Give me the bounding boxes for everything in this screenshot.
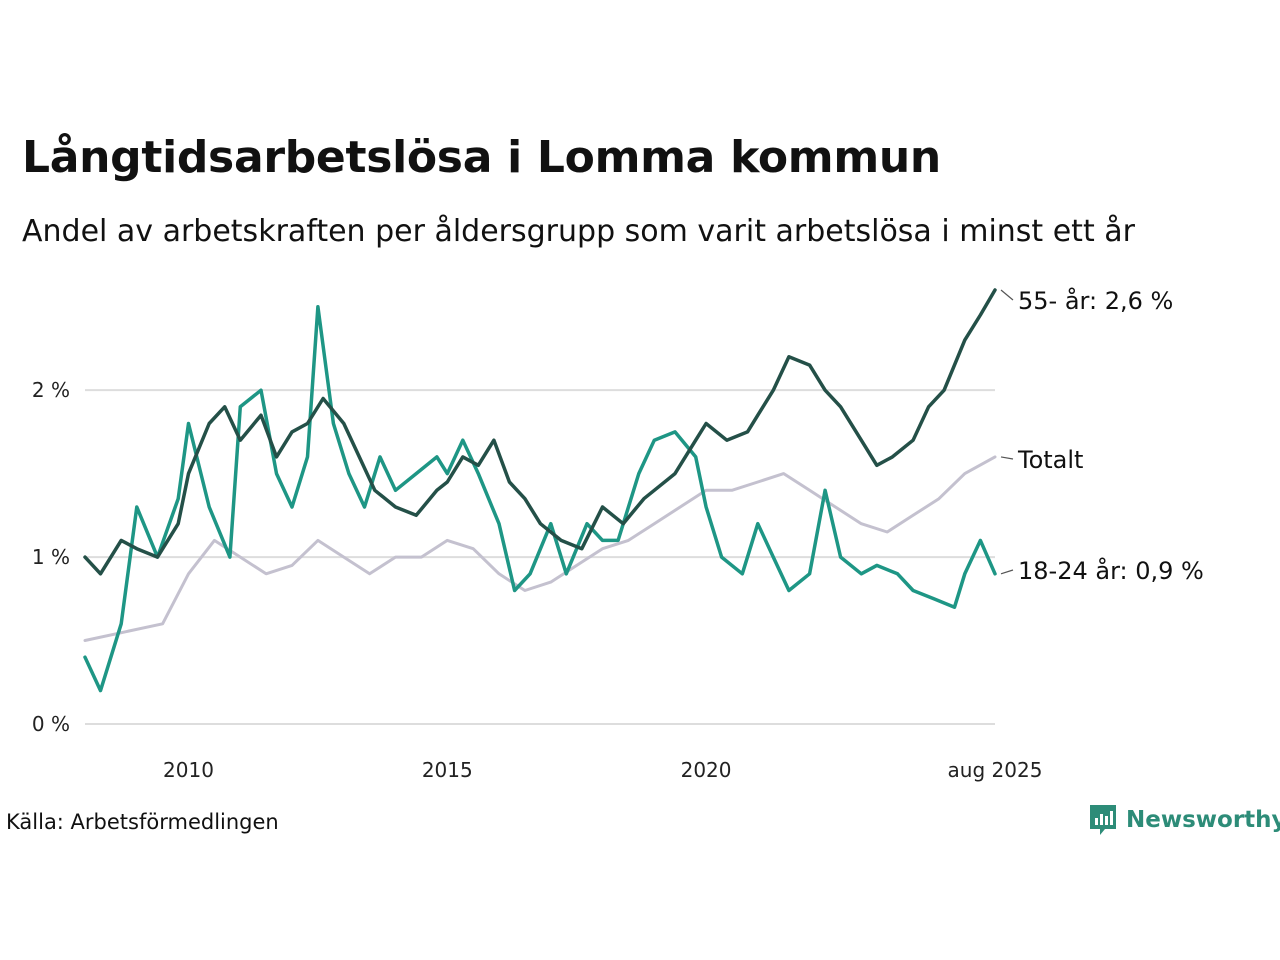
end-labels: Totalt 18-24 år: 0,9 % 55- år: 2,6 % (1000, 286, 1204, 585)
chart-title: Långtidsarbetslösa i Lomma kommun (22, 132, 941, 183)
series-line-0 (83, 455, 997, 642)
end-label-connector (1000, 289, 1014, 301)
x-axis-ticks: 2010 2015 2020 aug 2025 (163, 758, 1042, 782)
newsworthy-logo-icon (1090, 805, 1116, 835)
gridlines (85, 389, 995, 725)
y-tick-label: 2 % (32, 378, 70, 402)
series-end-label: 55- år: 2,6 % (1018, 286, 1173, 315)
x-tick-label: 2010 (163, 758, 214, 782)
series-lines (83, 288, 997, 693)
end-label-connector (1000, 569, 1014, 575)
y-tick-label: 1 % (32, 545, 70, 569)
x-tick-label: aug 2025 (948, 758, 1043, 782)
brand-logo[interactable]: Newsworthy (1088, 803, 1280, 837)
x-tick-label: 2015 (422, 758, 473, 782)
series-line-2 (83, 288, 997, 576)
y-tick-label: 0 % (32, 712, 70, 736)
chart-subtitle: Andel av arbetskraften per åldersgrupp s… (22, 214, 1135, 249)
source-note: Källa: Arbetsförmedlingen (6, 810, 279, 834)
x-tick-label: 2020 (681, 758, 732, 782)
series-end-label: Totalt (1017, 446, 1083, 474)
y-axis-ticks: 0 % 1 % 2 % (32, 378, 70, 736)
series-end-label: 18-24 år: 0,9 % (1018, 556, 1204, 585)
series-line-1 (83, 304, 997, 693)
end-label-connector (1000, 456, 1014, 460)
brand-name: Newsworthy (1126, 807, 1280, 833)
